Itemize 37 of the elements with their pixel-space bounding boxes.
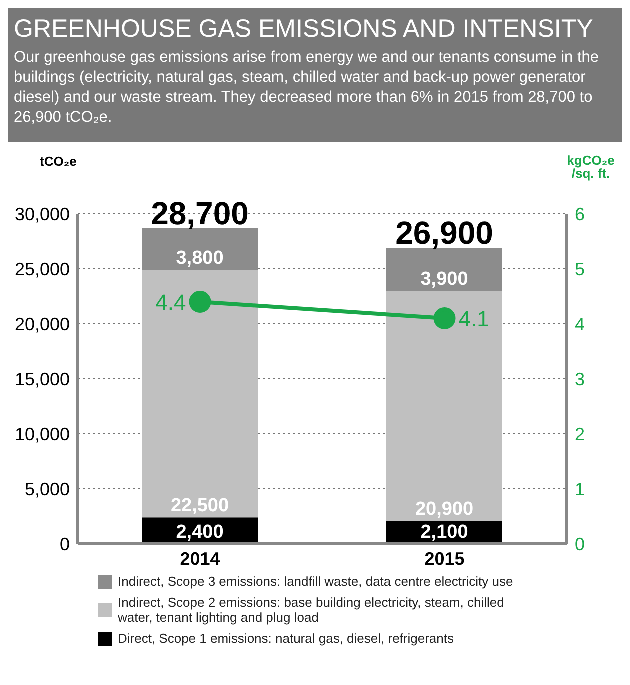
x-tick-label: 2015 — [424, 548, 465, 569]
y-tick-label: 10,000 — [14, 424, 70, 444]
bar — [386, 248, 502, 291]
bar — [386, 291, 502, 521]
y-tick-label: 5,000 — [24, 479, 70, 500]
data-label: 2,400 — [176, 522, 224, 543]
y2-tick-label: 3 — [575, 369, 586, 390]
y2-tick-label: 5 — [575, 259, 586, 280]
x-tick-label: 2014 — [180, 548, 220, 569]
y-tick-label: 0 — [60, 534, 70, 554]
y-tick-label: 20,000 — [14, 314, 70, 334]
total-label: 26,900 — [396, 215, 494, 252]
data-label: 4.4 — [156, 290, 186, 315]
y2-tick-label: 6 — [575, 204, 586, 224]
legend-label: Direct, Scope 1 emissions: natural gas, diesel, refrigerants — [118, 631, 454, 646]
y-tick-label: 15,000 — [14, 369, 70, 390]
y2-tick-label: 1 — [575, 479, 586, 500]
chart-subtitle: Our greenhouse gas emissions arise from energy we and our tenants consume in the buildings (electricity, natural gas, steam, chilled water and back-up power generator diesel) and our waste stream. They decreased more than 6% in 2015 from 28,700 to 26,900 tCO₂e. — [14, 48, 600, 128]
y-tick-label: 25,000 — [14, 259, 70, 280]
y2-tick-label: 4 — [575, 314, 586, 334]
y-tick-label: 30,000 — [14, 204, 70, 224]
data-label: 2,100 — [420, 522, 468, 543]
legend-label: Indirect, Scope 2 emissions: base building electricity, steam, chilled water, tenant lighting and plug load — [118, 595, 506, 625]
y2-tick-label: 2 — [575, 424, 586, 444]
data-label: 4.1 — [458, 306, 490, 332]
data-label: 20,900 — [415, 498, 474, 520]
data-label: 3,900 — [420, 269, 468, 290]
legend-label: Indirect, Scope 3 emissions: landfill waste, data centre electricity use — [118, 574, 514, 589]
y2-axis-title: kgCO₂e /sq. ft. — [566, 153, 616, 181]
total-label: 28,700 — [151, 195, 249, 232]
data-label: 22,500 — [170, 496, 230, 517]
data-label: 3,800 — [176, 248, 224, 270]
y2-tick-label: 0 — [575, 534, 586, 554]
bar — [142, 270, 258, 518]
chart-title: GREENHOUSE GAS EMISSIONS AND INTENSITY — [14, 14, 594, 44]
y-axis-title: tCO₂e — [40, 154, 77, 169]
bar — [142, 228, 258, 270]
